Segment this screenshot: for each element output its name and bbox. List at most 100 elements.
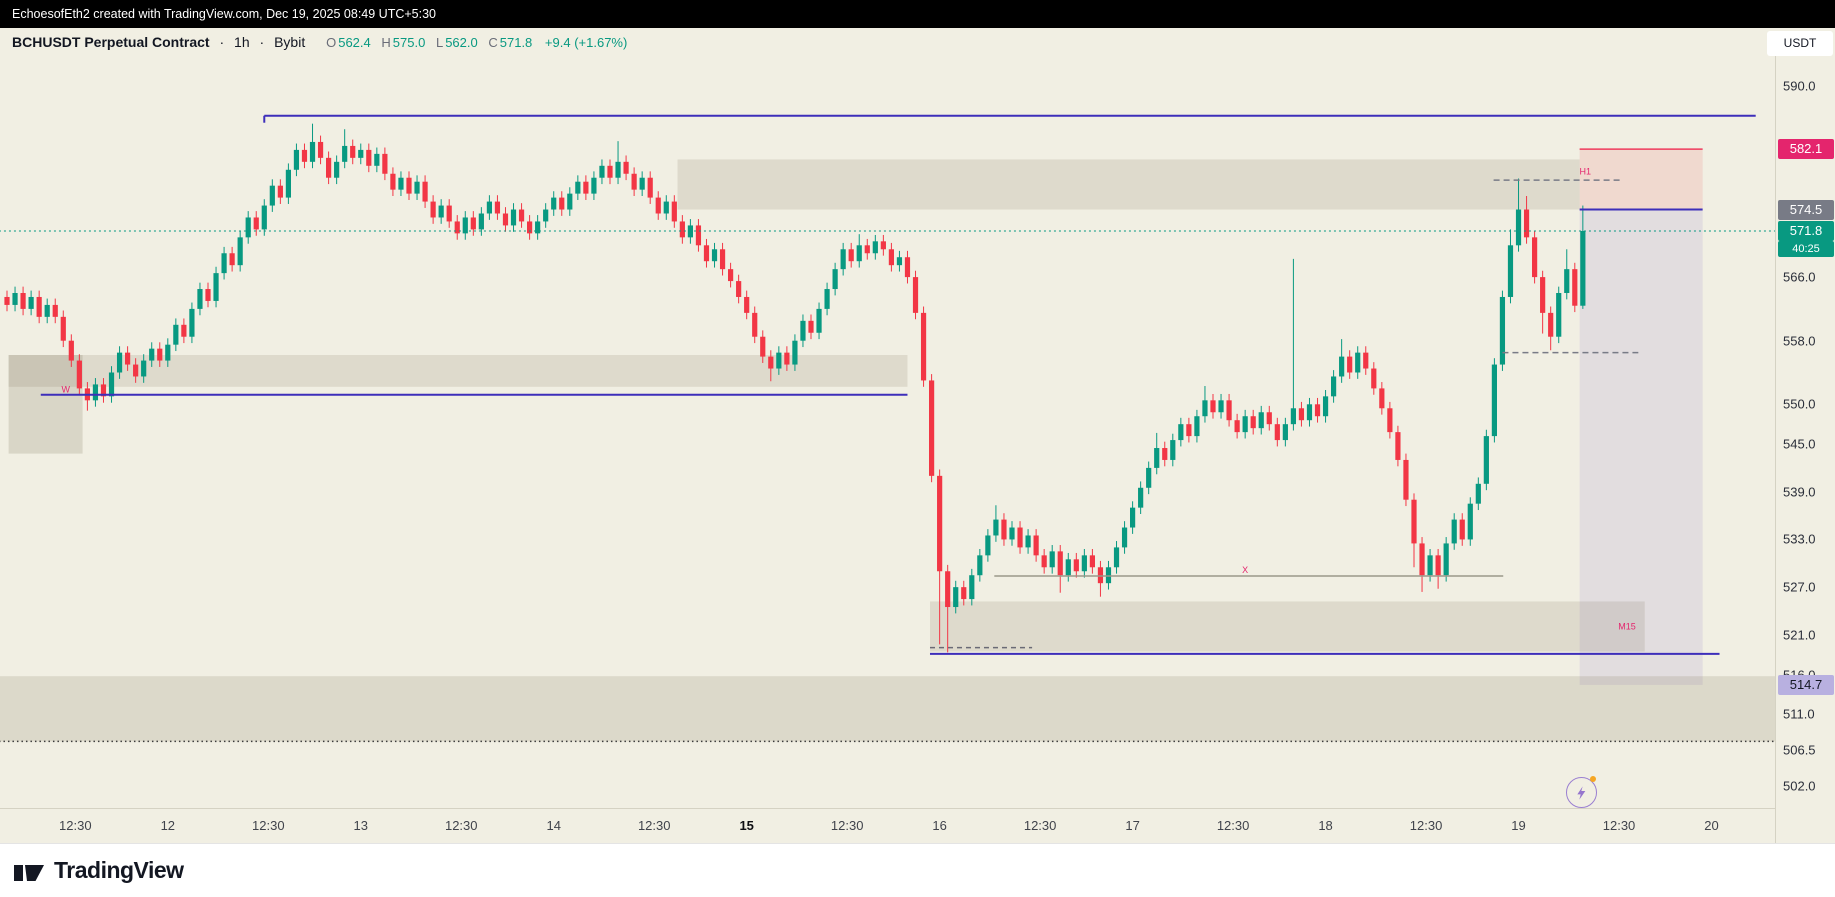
candle [816,308,822,333]
candle [382,153,388,174]
candle [1322,396,1329,417]
timeframe-label[interactable]: 1h [234,34,250,50]
candle [4,296,10,305]
candle [165,344,171,361]
candle [1274,424,1280,441]
price-scale-label: 545.0 [1783,436,1816,452]
close-value: 571.8 [499,35,533,50]
time-scale-label: 15 [739,818,754,833]
candle [125,352,131,365]
candle [784,352,790,365]
candle [711,249,718,262]
candle [326,157,332,178]
candle [1395,432,1401,460]
candle [261,205,267,230]
candle [824,289,830,309]
attribution-bar: EchoesofEth2 created with TradingView.co… [0,0,1835,28]
candle [1089,555,1095,568]
candle [856,245,862,262]
candle [141,360,147,377]
candle [229,253,235,266]
candle [864,245,870,254]
time-scale-label: 12:30 [1409,818,1443,833]
candle [1130,507,1136,528]
candle [92,384,99,401]
candle [1138,487,1144,508]
candle [100,384,107,397]
candle [422,181,428,202]
candle [1186,424,1192,437]
quick-trade-button[interactable] [1566,776,1597,808]
time-scale-label: 19 [1511,818,1526,833]
candle [1242,416,1248,433]
time-scale-label: 12:30 [830,818,864,833]
candle [663,201,669,214]
candle [985,535,991,556]
symbol-info-bar[interactable]: BCHUSDT Perpetual Contract · 1h · Bybit … [0,28,627,56]
candle [615,161,621,178]
candle [744,296,750,313]
candle [591,177,597,194]
target-zone[interactable] [1579,209,1703,685]
candle [293,149,300,170]
supply-zone[interactable] [677,159,1580,210]
candle [1049,551,1055,568]
high-label: H [381,35,391,50]
symbol-title[interactable]: BCHUSDT Perpetual Contract [12,34,210,50]
candle [68,340,74,361]
candle [1347,356,1353,373]
notification-dot [1590,776,1596,782]
candle [430,201,436,218]
chart-pane[interactable]: H1 M15 X W [0,56,1775,808]
candle [937,475,943,572]
candle [1146,467,1152,488]
candle [269,185,275,206]
open-value: 562.4 [338,35,371,50]
m15-zone[interactable] [929,601,1645,652]
price-scale-label: 527.0 [1783,579,1816,595]
candle [1025,535,1031,548]
footer-bar: TradingView [0,843,1835,897]
time-scale-label: 12:30 [1023,818,1057,833]
tradingview-logo-icon[interactable] [14,859,45,882]
time-scale-label: 16 [932,818,947,833]
candle [1097,567,1104,584]
time-scale[interactable]: 12:30 12 12:30 13 12:30 14 12:30 15 12:30 16 12:30… [0,808,1775,844]
candle [760,336,766,357]
entry-zone[interactable] [1579,149,1703,210]
candle [535,221,541,234]
candle [848,249,854,262]
candle [1387,408,1393,433]
candle [872,241,878,254]
candle [1427,555,1433,576]
close-label: C [488,35,498,50]
candle [945,571,951,608]
candle [1290,408,1296,425]
candle [1041,555,1047,568]
candle [1483,436,1489,484]
demand-band[interactable] [0,676,1775,742]
candle [1081,555,1087,572]
candle [1459,519,1465,540]
candle [438,205,444,218]
time-scale-label: 12:30 [1216,818,1250,833]
price-scale-label: 511.0 [1783,706,1815,722]
candle [1443,543,1449,576]
candle [808,320,814,333]
candle [1572,269,1578,306]
candle [736,281,742,297]
candle [752,312,758,337]
candle [285,169,291,198]
weekly-left-box[interactable] [8,355,83,454]
price-scale[interactable]: 595.0590.0566.0558.0550.0545.0539.0533.0… [1775,39,1835,843]
candle [462,217,468,234]
candlestick-chart[interactable]: H1 M15 X W [0,56,1775,808]
candle [703,245,710,262]
price-scale-label: 533.0 [1783,531,1816,547]
price-badge-571.8: 571.8 [1778,220,1834,241]
currency-toggle[interactable]: USDT [1767,31,1833,56]
candle [567,193,573,210]
candle [406,177,412,194]
candle [920,312,927,381]
tradingview-brand[interactable]: TradingView [54,857,184,883]
